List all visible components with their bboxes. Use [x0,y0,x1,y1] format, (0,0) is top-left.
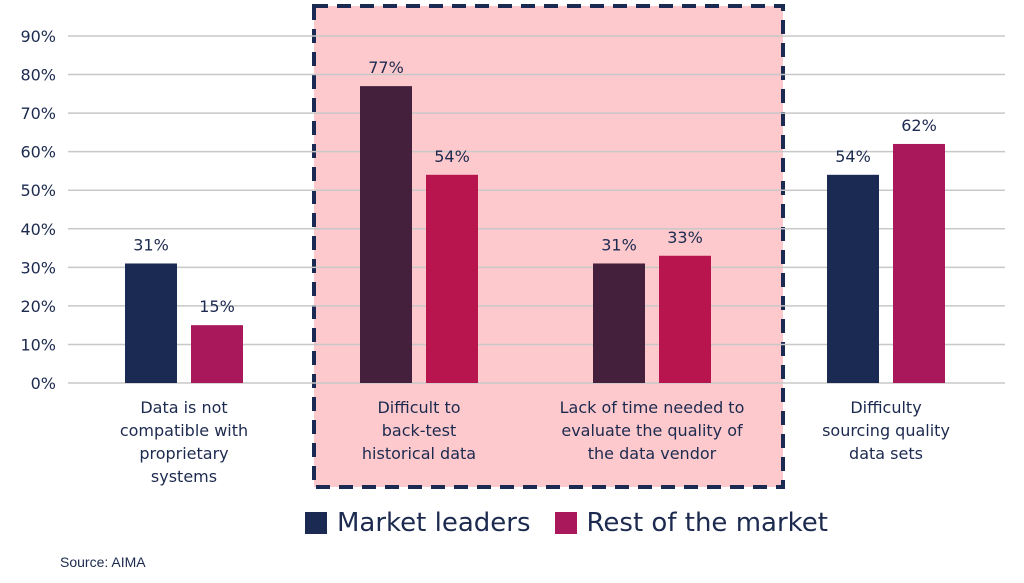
legend-label-rest-of-market: Rest of the market [586,508,828,538]
category-label: Difficult to back-test historical data [362,398,476,463]
data-label: 62% [901,116,937,135]
legend-label-market-leaders: Market leaders [337,508,531,538]
data-label: 33% [667,228,703,247]
y-tick-label: 30% [20,258,56,277]
category-label: Difficulty sourcing quality data sets [822,398,950,463]
y-tick-label: 50% [20,181,56,200]
legend-swatch-market-leaders [305,512,327,534]
category-label-line: Lack of time needed to [560,398,745,417]
data-label: 31% [601,235,637,254]
bar-rest-of-market [191,325,243,383]
category-label-line: proprietary [139,444,228,463]
y-tick-label: 10% [20,335,56,354]
y-tick-label: 20% [20,297,56,316]
category-label-line: Difficulty [850,398,921,417]
category-label: Data is not compatible with proprietary sys… [120,398,248,486]
bar-market-leaders [593,263,645,383]
data-label: 54% [434,147,470,166]
y-tick-label: 90% [20,27,56,46]
category-label: Lack of time needed to evaluate the quali… [560,398,745,463]
category-label-line: back-test [382,421,457,440]
category-label-line: sourcing quality [822,421,950,440]
category-label-line: historical data [362,444,476,463]
y-tick-label: 80% [20,66,56,85]
data-label: 15% [199,297,235,316]
category-label-line: compatible with [120,421,248,440]
y-tick-label: 0% [31,374,56,393]
bar-chart: 0% 10% 20% 30% 40% 50% 60% 70% 80% 90% 31% 77% 31% 5… [20,4,1005,489]
legend-swatch-rest-of-market [554,512,577,534]
category-label-line: Data is not [140,398,227,417]
y-tick-label: 60% [20,143,56,162]
data-label: 54% [835,147,871,166]
bar-rest-of-market [893,143,945,383]
y-tick-label: 70% [20,104,56,123]
bar-rest-of-market [659,255,711,383]
bar-rest-of-market [426,174,478,383]
bar-market-leaders [827,174,879,383]
category-label-line: data sets [849,444,923,463]
category-label-line: Difficult to [377,398,460,417]
source-note: Source: AIMA [60,554,146,570]
data-label: 31% [133,235,169,254]
category-label-line: systems [151,467,217,486]
legend-item-market-leaders: Market leaders [305,508,531,538]
category-label-line: evaluate the quality of [561,421,743,440]
chart-legend: Market leaders Rest of the market [305,508,852,538]
legend-item-rest-of-market: Rest of the market [554,508,828,538]
bar-market-leaders [360,86,412,383]
y-tick-label: 40% [20,220,56,239]
category-label-line: the data vendor [588,444,717,463]
bar-market-leaders [125,263,177,383]
data-label: 77% [368,58,404,77]
